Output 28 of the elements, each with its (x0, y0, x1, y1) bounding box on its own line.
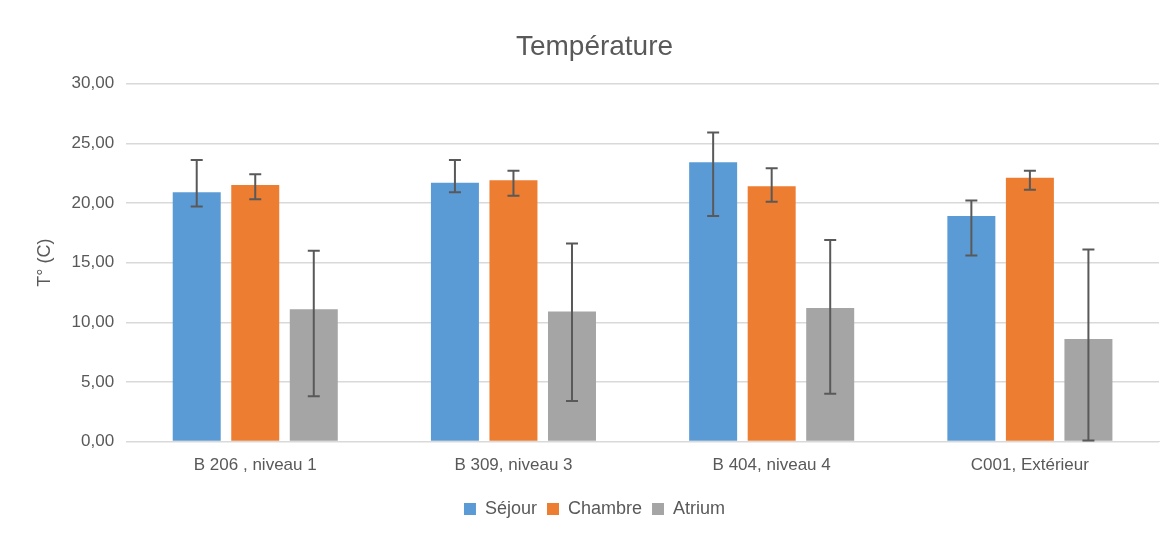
bar (489, 180, 538, 441)
legend-label: Atrium (673, 497, 726, 518)
y-tick-label: 5,00 (81, 371, 115, 391)
legend-label: Séjour (484, 497, 537, 518)
bar (1005, 177, 1054, 441)
legend-label: Chambre (568, 497, 643, 518)
bar (430, 182, 479, 441)
bar (747, 186, 796, 441)
y-tick-label: 20,00 (71, 192, 115, 212)
x-tick-label: B 309, niveau 3 (454, 455, 573, 475)
y-tick-label: 30,00 (71, 73, 115, 93)
y-tick-label: 10,00 (71, 311, 115, 331)
bar (231, 185, 280, 441)
bar (689, 162, 738, 441)
x-tick-label: B 404, niveau 4 (712, 455, 831, 475)
bar (172, 192, 221, 441)
chart-title: Température (515, 29, 674, 61)
y-tick-label: 15,00 (71, 252, 115, 272)
bar (806, 307, 855, 441)
bar (947, 216, 996, 441)
bar (1064, 338, 1113, 441)
x-tick-label: B 206 , niveau 1 (193, 455, 317, 475)
x-tick-label: C001, Extérieur (970, 455, 1090, 475)
y-tick-label: 0,00 (81, 431, 115, 451)
bar (548, 311, 596, 441)
y-axis-title: T° (C) (33, 238, 54, 287)
y-tick-label: 25,00 (71, 132, 115, 152)
bar (289, 309, 338, 441)
